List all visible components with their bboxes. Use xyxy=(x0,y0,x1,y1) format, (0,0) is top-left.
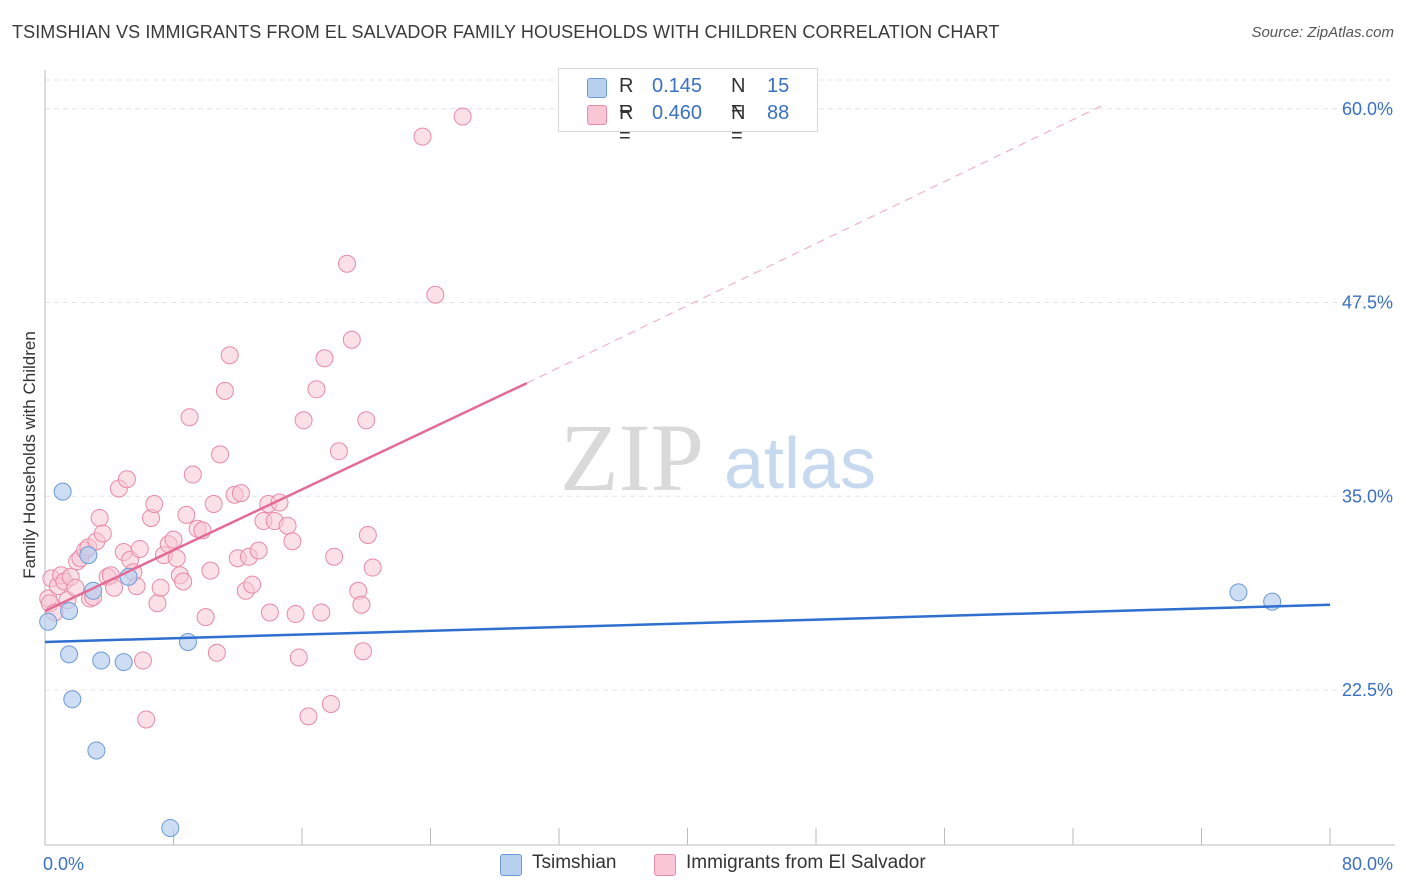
tsimshian-trend-line xyxy=(44,603,1331,644)
salvador-trend-extension xyxy=(526,103,1106,384)
salvador-point xyxy=(249,541,268,560)
legend-swatch-salvador xyxy=(587,105,607,125)
tsimshian-point xyxy=(79,546,98,565)
salvador-point xyxy=(133,651,152,670)
tsimshian-point xyxy=(92,651,111,670)
tsimshian-point xyxy=(1229,583,1248,602)
salvador-point xyxy=(93,524,112,543)
chart-title: TSIMSHIAN VS IMMIGRANTS FROM EL SALVADOR… xyxy=(12,22,1000,42)
salvador-point xyxy=(283,532,302,551)
salvador-point xyxy=(354,642,373,661)
tsimshian-point xyxy=(39,612,58,631)
legend-n-value-tsimshian: 15 xyxy=(767,75,790,97)
tsimshian-point xyxy=(161,818,180,837)
salvador-point xyxy=(312,603,331,622)
x-tick-label-max: 80.0% xyxy=(1342,854,1393,874)
salvador-point xyxy=(137,710,156,729)
tsimshian-point xyxy=(53,482,72,501)
salvador-point xyxy=(220,346,239,365)
legend-r-value-tsimshian: 0.145 xyxy=(652,75,703,97)
salvador-point xyxy=(315,349,334,368)
salvador-point xyxy=(90,508,109,527)
bottom-legend-swatch-salvador xyxy=(654,854,676,876)
y-tick-label: 60.0% xyxy=(1342,99,1393,119)
legend-n-label: N = xyxy=(731,102,746,147)
bottom-legend-label-salvador: Immigrants from El Salvador xyxy=(686,852,926,873)
salvador-point xyxy=(299,707,318,726)
bottom-legend-swatch-tsimshian xyxy=(500,854,522,876)
tsimshian-point xyxy=(87,741,106,760)
salvador-point xyxy=(177,505,196,524)
tsimshian-points xyxy=(39,482,1282,837)
salvador-point xyxy=(352,595,371,614)
salvador-point xyxy=(289,648,308,667)
salvador-point xyxy=(260,603,279,622)
source-label: Source: ZipAtlas.com xyxy=(1251,24,1394,41)
salvador-point xyxy=(243,575,262,594)
salvador-point xyxy=(357,411,376,430)
salvador-point xyxy=(164,530,183,549)
salvador-point xyxy=(211,445,230,464)
legend-r-label: R = xyxy=(619,75,634,120)
salvador-point xyxy=(151,578,170,597)
salvador-point xyxy=(117,470,136,489)
watermark: ZIP atlas xyxy=(560,404,876,511)
salvador-point xyxy=(130,539,149,558)
salvador-point xyxy=(215,381,234,400)
trend-lines xyxy=(44,103,1331,644)
salvador-point xyxy=(207,643,226,662)
salvador-point xyxy=(342,330,361,349)
tsimshian-point xyxy=(63,690,82,709)
watermark-atlas: atlas xyxy=(724,424,876,504)
salvador-point xyxy=(329,442,348,461)
bottom-legend-label-tsimshian: Tsimshian xyxy=(532,852,617,873)
correlation-legend: R = 0.145 N = 15 R = 0.460 N = 88 xyxy=(558,68,818,147)
salvador-trend-line xyxy=(44,381,528,613)
salvador-point xyxy=(145,495,164,513)
tsimshian-point xyxy=(60,601,79,620)
y-tick-label: 22.5% xyxy=(1342,680,1393,700)
salvador-point xyxy=(148,594,167,613)
tick-labels: 22.5% 35.0% 47.5% 60.0% 0.0% 80.0% xyxy=(43,99,1393,874)
salvador-point xyxy=(325,547,344,566)
tsimshian-point xyxy=(178,632,197,651)
legend-r-value-salvador: 0.460 xyxy=(652,102,703,124)
salvador-point xyxy=(183,465,202,484)
axes xyxy=(44,70,1395,846)
tsimshian-point xyxy=(60,645,79,664)
salvador-point xyxy=(321,694,340,713)
y-tick-label: 47.5% xyxy=(1342,293,1393,313)
tsimshian-point xyxy=(114,653,133,672)
y-tick-label: 35.0% xyxy=(1342,486,1393,506)
legend-r-label: R = xyxy=(619,102,634,147)
salvador-point xyxy=(286,605,305,624)
salvador-point xyxy=(426,285,445,304)
salvador-point xyxy=(307,380,326,399)
legend-n-label: N = xyxy=(731,75,746,120)
salvador-point xyxy=(453,107,472,126)
legend-swatch-tsimshian xyxy=(587,78,607,98)
x-tick-label-min: 0.0% xyxy=(43,854,84,874)
salvador-point xyxy=(174,572,193,591)
salvador-point xyxy=(231,484,250,503)
watermark-zip: ZIP xyxy=(560,404,704,511)
salvador-point xyxy=(201,561,220,580)
salvador-point xyxy=(180,408,199,427)
salvador-point xyxy=(358,526,377,544)
salvador-point xyxy=(294,411,313,430)
salvador-point xyxy=(413,127,432,146)
salvador-point xyxy=(196,608,215,627)
salvador-point xyxy=(363,558,382,577)
salvador-point xyxy=(278,516,297,535)
salvador-point xyxy=(204,495,223,513)
legend-n-value-salvador: 88 xyxy=(767,102,790,124)
salvador-point xyxy=(337,254,356,273)
